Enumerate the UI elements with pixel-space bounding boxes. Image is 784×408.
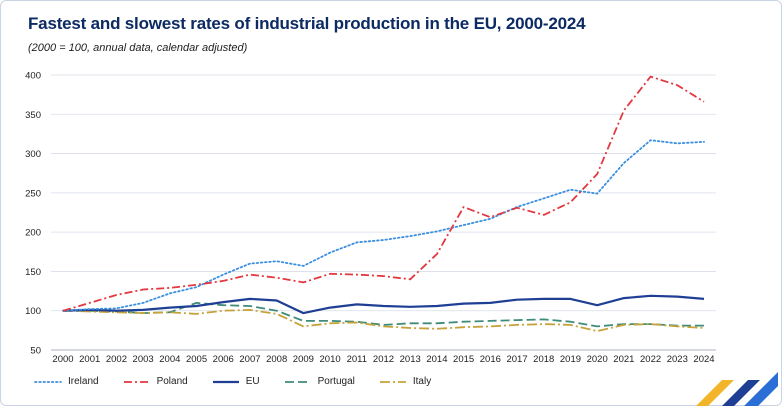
x-tick-label: 2023: [667, 354, 688, 365]
x-tick-label: 2006: [213, 354, 234, 365]
y-tick-label: 250: [25, 188, 41, 199]
x-tick-label: 2009: [293, 354, 314, 365]
x-tick-label: 2021: [613, 354, 634, 365]
x-tick-label: 2014: [426, 354, 447, 365]
y-tick-label: 350: [25, 110, 41, 121]
x-tick-label: 2001: [79, 354, 100, 365]
legend-label: EU: [245, 376, 260, 387]
x-tick-label: 2005: [186, 354, 207, 365]
x-tick-label: 2012: [373, 354, 394, 365]
legend-label: Ireland: [68, 376, 99, 387]
chart-legend: Ireland Poland EU Portugal Italy: [34, 376, 455, 387]
series-line-ireland: [62, 139, 705, 312]
legend-swatch: [379, 380, 406, 383]
y-tick-label: 50: [30, 346, 41, 357]
legend-swatch: [284, 380, 311, 383]
series-line-italy: [62, 308, 705, 333]
x-tick-label: 2019: [560, 354, 581, 365]
legend-item-eu: EU: [212, 376, 260, 387]
x-axis-ticks: 2000 2001 2002 2003 2004 2005 2006 2007 2008 2009…: [52, 354, 714, 365]
y-tick-label: 300: [25, 149, 41, 160]
x-tick-label: 2020: [587, 354, 608, 365]
line-chart: 50 100 150 200 250 300 350 400 2000 2001 2002 2003…: [25, 71, 716, 365]
legend-swatch: [123, 380, 150, 383]
x-tick-label: 2010: [320, 354, 341, 365]
legend-label: Italy: [412, 376, 432, 387]
x-tick-label: 2017: [506, 354, 527, 365]
y-axis-ticks: 50 100 150 200 250 300 350 400: [25, 71, 41, 357]
series-line-poland: [62, 75, 705, 312]
y-tick-label: 150: [25, 267, 41, 278]
x-tick-label: 2008: [266, 354, 287, 365]
x-tick-label: 2024: [693, 354, 714, 365]
legend-swatch: [212, 380, 239, 383]
chart-subtitle: (2000 = 100, annual data, calendar adjus…: [28, 42, 248, 54]
x-tick-label: 2013: [400, 354, 421, 365]
legend-item-italy: Italy: [379, 376, 431, 387]
legend-item-poland: Poland: [123, 376, 188, 387]
x-tick-label: 2002: [106, 354, 127, 365]
x-tick-label: 2000: [52, 354, 73, 365]
x-tick-label: 2022: [640, 354, 661, 365]
legend-label: Poland: [156, 376, 188, 387]
y-tick-label: 100: [25, 306, 41, 317]
x-tick-label: 2003: [133, 354, 154, 365]
x-tick-label: 2018: [533, 354, 554, 365]
eurostat-logo-icon: [696, 372, 778, 406]
x-tick-label: 2016: [480, 354, 501, 365]
y-tick-label: 400: [25, 71, 41, 82]
series-layer: [62, 75, 705, 333]
chart-title: Fastest and slowest rates of industrial …: [28, 14, 586, 33]
legend-swatch: [34, 380, 62, 383]
x-tick-label: 2004: [159, 354, 180, 365]
x-tick-label: 2007: [239, 354, 260, 365]
legend-item-portugal: Portugal: [284, 376, 355, 387]
series-line-eu: [62, 294, 705, 315]
series-line-portugal: [63, 301, 704, 328]
legend-label: Portugal: [317, 376, 355, 387]
legend-item-ireland: Ireland: [34, 376, 99, 387]
y-tick-label: 200: [25, 228, 41, 239]
grid-layer: [51, 74, 716, 351]
x-tick-label: 2015: [453, 354, 474, 365]
x-tick-label: 2011: [347, 354, 367, 365]
